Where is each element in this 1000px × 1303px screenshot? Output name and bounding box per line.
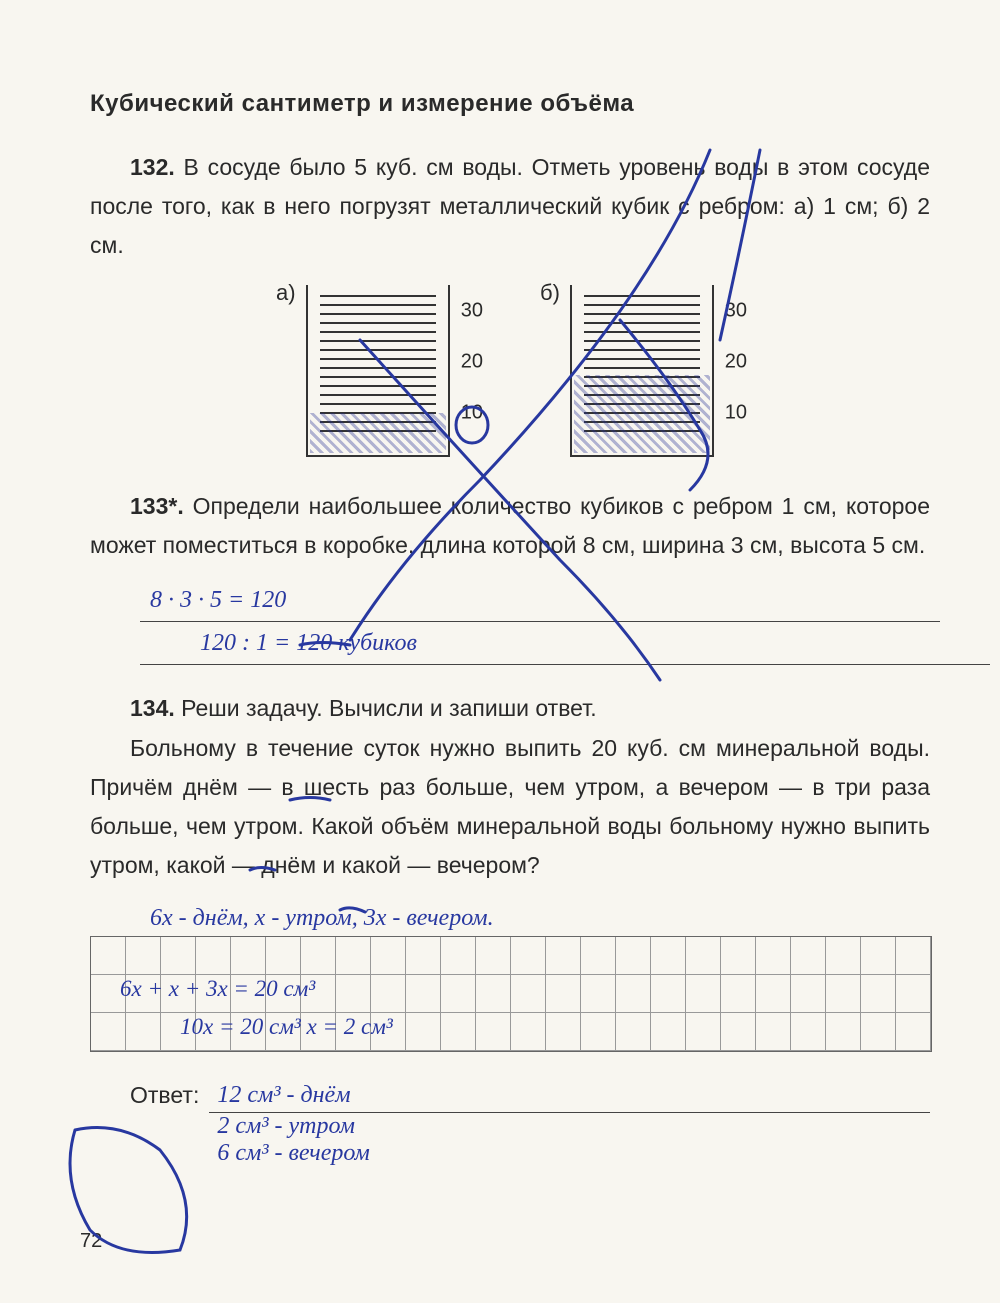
- answer-section: Ответ: 12 см³ - днём 2 см³ - утром 6 см³…: [90, 1082, 930, 1167]
- vessels-diagram: а) 30 20 10 б) 30 20 10: [90, 285, 930, 457]
- tick-label: 20: [725, 350, 747, 373]
- task-134: 134. Реши задачу. Вычисли и запиши ответ…: [90, 689, 930, 884]
- tick-label: 10: [725, 401, 747, 424]
- task-intro: Реши задачу. Вычисли и запиши ответ.: [181, 695, 596, 721]
- tick-label: 20: [461, 350, 483, 373]
- handwritten-work: 120 : 1 = 120 кубиков: [140, 628, 990, 665]
- task-number: 134.: [130, 695, 175, 721]
- handwritten-equation: 10x = 20 см³ x = 2 см³: [180, 1014, 393, 1040]
- answer-label: Ответ:: [130, 1082, 199, 1109]
- handwritten-equation: 6x + x + 3x = 20 см³: [120, 976, 315, 1002]
- handwritten-work: 8 · 3 · 5 = 120: [140, 585, 940, 622]
- task-number: 133*.: [130, 493, 184, 519]
- answer-line: 6 см³ - вечером: [209, 1140, 930, 1167]
- task-text: Больному в течение суток нужно выпить 20…: [90, 735, 930, 878]
- tick-label: 30: [725, 299, 747, 322]
- vessel-a: а) 30 20 10: [306, 285, 450, 457]
- tick-label: 30: [461, 299, 483, 322]
- answer-line: 2 см³ - утром: [209, 1113, 930, 1140]
- task-text: В сосуде было 5 куб. см воды. Отметь уро…: [90, 154, 930, 258]
- work-grid: 6x + x + 3x = 20 см³ 10x = 20 см³ x = 2 …: [90, 936, 930, 1052]
- section-title: Кубический сантиметр и измерение объёма: [90, 90, 930, 118]
- vessel-label-a: а): [276, 280, 296, 306]
- task-text: Определи наибольшее количество кубиков с…: [90, 493, 930, 558]
- water-level-b: [574, 375, 710, 453]
- water-level-a: [310, 413, 446, 453]
- task-133: 133*. Определи наибольшее количество куб…: [90, 487, 930, 565]
- task-132: 132. В сосуде было 5 куб. см воды. Отмет…: [90, 148, 930, 265]
- handwritten-vars: 6x - днём, x - утром, 3x - вечером.: [150, 905, 930, 932]
- page-number: 72: [80, 1230, 102, 1253]
- vessel-b: б) 30 20 10: [570, 285, 714, 457]
- answer-line: 12 см³ - днём: [209, 1082, 930, 1113]
- tick-label: 10: [461, 401, 483, 424]
- task-number: 132.: [130, 154, 175, 180]
- workbook-page: { "title": "Кубический сантиметр и измер…: [0, 0, 1000, 1303]
- vessel-label-b: б): [540, 280, 560, 306]
